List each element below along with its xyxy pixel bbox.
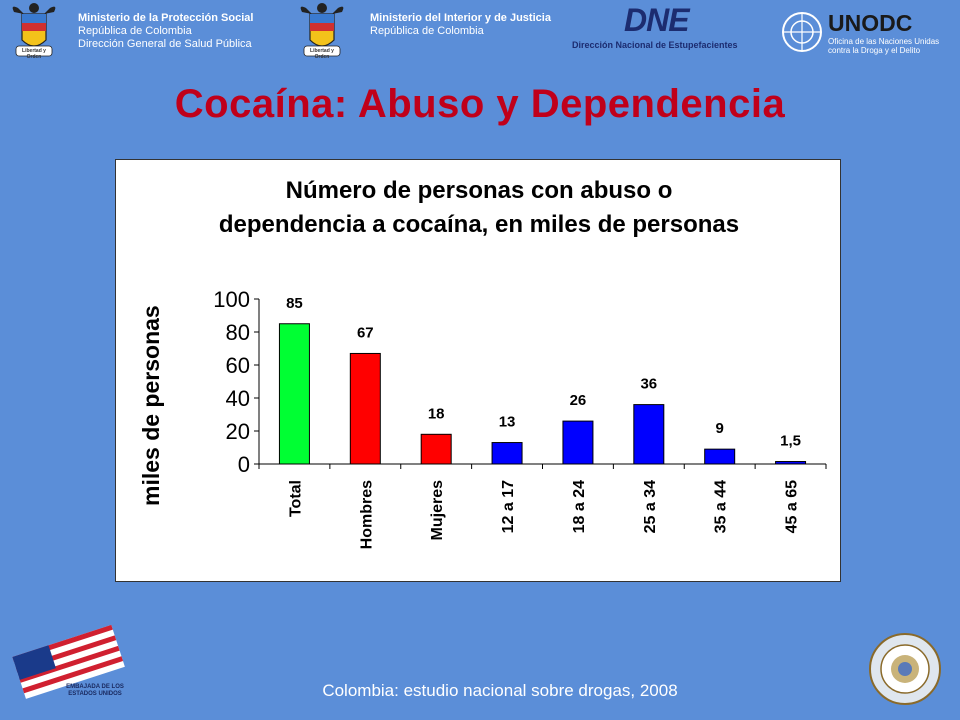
ministry-interior-country: República de Colombia [370, 25, 484, 37]
x-category-label: 18 a 24 [571, 480, 588, 533]
y-tick-label: 40 [226, 386, 250, 411]
bar [562, 420, 594, 465]
bar [491, 442, 523, 465]
ministry-interior-name: Ministerio del Interior y de Justicia [370, 12, 551, 24]
bar [349, 352, 381, 465]
bar [775, 461, 807, 465]
dne-logo: DNE Dirección Nacional de Estupefaciente… [572, 2, 768, 50]
oas-seal-icon [869, 633, 941, 705]
bar-chart: 0 20 40 60 80 100 85 Total 67 Hombres 18 Mujeres 13 1… [213, 287, 827, 549]
x-category-label: 35 a 44 [713, 480, 730, 533]
x-category-label: Hombres [358, 480, 375, 549]
bar-value-label: 26 [570, 392, 587, 409]
x-category-label: Mujeres [429, 480, 446, 541]
header-ministry-interior: Ministerio del Interior y de Justicia Re… [370, 12, 551, 38]
unodc-logo-text: UNODC [828, 10, 913, 36]
ministry-protection-name: Ministerio de la Protección Social [78, 12, 254, 24]
y-tick-label: 60 [226, 353, 250, 378]
y-tick-label: 80 [226, 320, 250, 345]
y-tick-label: 20 [226, 419, 250, 444]
x-category-label: 45 a 65 [784, 480, 801, 533]
un-emblem-icon [782, 12, 822, 52]
bar-value-label: 18 [428, 405, 445, 422]
crest-caption: Libertad y Orden [22, 48, 46, 60]
bar [278, 323, 310, 465]
bar-value-label: 67 [357, 324, 374, 341]
oas-seal [868, 632, 942, 711]
crest-icon [12, 3, 56, 57]
bar-value-label: 1,5 [780, 433, 801, 450]
colombia-crest-left: Libertad y Orden [10, 2, 58, 73]
colombia-crest-right: Libertad y Orden [298, 2, 346, 73]
bar-value-label: 13 [499, 414, 516, 431]
ministry-protection-country: República de Colombia [78, 25, 192, 37]
bar-value-label: 85 [286, 295, 303, 312]
dne-subtitle: Dirección Nacional de Estupefacientes [572, 40, 738, 50]
embassy-caption: EMBAJADA DE LOS ESTADOS UNIDOS [66, 684, 124, 697]
header-ministry-protection: Ministerio de la Protección Social Repúb… [78, 12, 253, 51]
bar [420, 433, 452, 465]
chart-title-line2: dependencia a cocaína, en miles de perso… [218, 211, 740, 238]
page-title: Cocaína: Abuso y Dependencia [174, 82, 786, 126]
us-embassy-logo: EMBAJADA DE LOS ESTADOS UNIDOS [8, 620, 130, 712]
bar [704, 448, 736, 465]
dne-logo-text: DNE [624, 2, 690, 38]
source-footer: Colombia: estudio nacional sobre drogas,… [322, 681, 678, 700]
crest-icon [300, 3, 344, 57]
unodc-subtitle: Oficina de las Naciones Unidas contra la… [828, 37, 939, 55]
x-category-label: 25 a 34 [642, 480, 659, 533]
chart-title: Número de personas con abuso o dependenc… [116, 174, 842, 242]
us-flag-icon [12, 624, 125, 699]
unodc-subtitle-line1: Oficina de las Naciones Unidas [828, 37, 940, 46]
x-category-label: Total [287, 480, 304, 517]
crest-caption: Libertad y Orden [310, 48, 334, 60]
unodc-subtitle-line2: contra la Droga y el Delito [828, 46, 921, 55]
ministry-protection-division: Dirección General de Salud Pública [78, 38, 252, 50]
bar-value-label: 9 [716, 420, 724, 437]
chart-panel: Número de personas con abuso o dependenc… [115, 159, 841, 582]
bar-value-label: 36 [640, 376, 657, 393]
bar [633, 404, 665, 465]
y-tick-label: 0 [238, 452, 250, 477]
x-category-label: 12 a 17 [500, 480, 517, 533]
chart-title-line1: Número de personas con abuso o [285, 177, 673, 204]
y-tick-label: 100 [213, 287, 250, 312]
